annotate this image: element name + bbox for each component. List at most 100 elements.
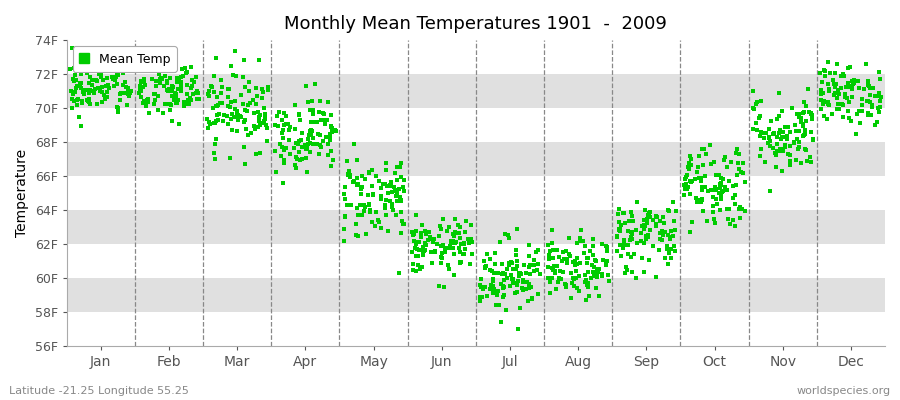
Point [487, 270, 501, 276]
Point [873, 76, 887, 82]
Point [682, 229, 697, 235]
Point [668, 248, 682, 254]
Point [497, 292, 511, 298]
Point [230, 128, 244, 134]
Point [374, 196, 388, 202]
Point [564, 279, 579, 286]
Point [832, 106, 846, 112]
Point [390, 164, 404, 171]
Point [449, 239, 464, 246]
Point [73, 80, 87, 86]
Point [774, 136, 788, 142]
Point [208, 120, 222, 126]
Point [822, 102, 836, 108]
Point [89, 78, 104, 84]
Point [655, 214, 670, 220]
Point [191, 90, 205, 96]
Point [298, 146, 312, 152]
Point [301, 99, 315, 106]
Point [366, 192, 381, 198]
Point [720, 164, 734, 170]
Point [236, 74, 250, 80]
Point [770, 116, 784, 122]
Point [169, 100, 184, 107]
Point [313, 144, 328, 150]
Point [175, 88, 189, 94]
Point [438, 245, 453, 252]
Point [76, 100, 90, 106]
Point [821, 98, 835, 105]
Point [832, 91, 847, 98]
Point [677, 192, 691, 198]
Point [831, 86, 845, 93]
Point [453, 260, 467, 266]
Point [293, 157, 308, 163]
Point [349, 232, 364, 238]
Point [389, 188, 403, 194]
Point [133, 86, 148, 93]
Point [295, 156, 310, 162]
Point [316, 137, 330, 144]
Point [472, 298, 487, 304]
Point [509, 252, 524, 258]
Point [804, 110, 818, 116]
Point [616, 245, 630, 251]
Point [695, 186, 709, 193]
Point [251, 56, 266, 63]
Point [439, 228, 454, 235]
Point [434, 253, 448, 260]
Point [141, 110, 156, 116]
Point [109, 74, 123, 80]
Point [306, 140, 320, 147]
Point [324, 123, 338, 129]
Point [155, 76, 169, 82]
Point [505, 276, 519, 282]
Point [164, 102, 178, 108]
Point [842, 84, 856, 91]
Point [796, 98, 811, 105]
Point [821, 101, 835, 108]
Point [562, 251, 576, 257]
Point [406, 232, 420, 238]
Point [509, 247, 524, 253]
Point [306, 135, 320, 142]
Point [137, 100, 151, 106]
Point [409, 268, 423, 274]
Point [279, 113, 293, 120]
Point [233, 113, 248, 119]
Point [416, 248, 430, 254]
Point [423, 234, 437, 240]
Point [343, 174, 357, 181]
Point [163, 100, 177, 107]
Point [637, 222, 652, 228]
Point [260, 125, 274, 131]
Point [851, 78, 866, 84]
Point [420, 237, 435, 243]
Point [832, 100, 846, 107]
Point [226, 72, 240, 78]
Point [544, 275, 559, 281]
Point [559, 282, 573, 289]
Point [652, 230, 667, 236]
Point [863, 85, 878, 91]
Point [215, 100, 230, 106]
Point [509, 288, 524, 295]
Point [122, 90, 137, 96]
Point [189, 90, 203, 97]
Point [509, 282, 524, 288]
Point [731, 160, 745, 166]
Point [590, 272, 605, 278]
Point [241, 88, 256, 94]
Point [447, 216, 462, 222]
Point [521, 281, 535, 287]
Point [150, 107, 165, 113]
Point [796, 110, 810, 116]
Point [453, 258, 467, 265]
Point [308, 81, 322, 88]
Point [288, 126, 302, 132]
Point [249, 85, 264, 92]
Point [775, 146, 789, 152]
Point [495, 271, 509, 277]
Point [154, 54, 168, 61]
Point [560, 256, 574, 262]
